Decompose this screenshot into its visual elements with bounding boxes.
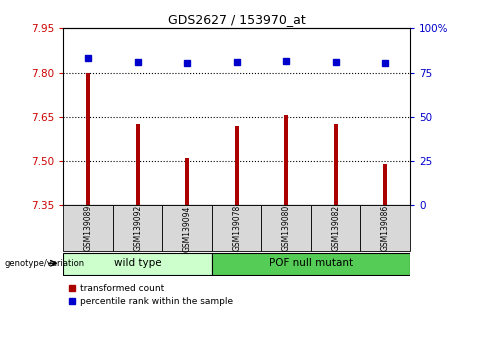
Bar <box>185 158 189 205</box>
Text: POF null mutant: POF null mutant <box>269 258 353 268</box>
Bar <box>235 126 239 205</box>
FancyBboxPatch shape <box>212 205 262 251</box>
FancyBboxPatch shape <box>63 205 113 251</box>
Bar <box>334 124 338 205</box>
Legend: transformed count, percentile rank within the sample: transformed count, percentile rank withi… <box>68 284 233 306</box>
FancyBboxPatch shape <box>262 205 311 251</box>
Title: GDS2627 / 153970_at: GDS2627 / 153970_at <box>168 13 305 26</box>
Bar <box>136 124 140 205</box>
Text: GSM139086: GSM139086 <box>381 205 390 251</box>
Bar <box>383 164 387 205</box>
Text: GSM139082: GSM139082 <box>331 205 340 251</box>
Bar <box>284 115 288 205</box>
FancyBboxPatch shape <box>212 253 410 275</box>
FancyBboxPatch shape <box>63 253 212 275</box>
Text: GSM139089: GSM139089 <box>83 205 93 251</box>
Bar <box>86 73 90 205</box>
FancyBboxPatch shape <box>311 205 361 251</box>
Text: GSM139078: GSM139078 <box>232 205 241 251</box>
Text: wild type: wild type <box>114 258 162 268</box>
Text: GSM139094: GSM139094 <box>183 205 192 252</box>
FancyBboxPatch shape <box>361 205 410 251</box>
Text: genotype/variation: genotype/variation <box>5 259 85 268</box>
FancyBboxPatch shape <box>113 205 163 251</box>
Text: GSM139092: GSM139092 <box>133 205 142 251</box>
Text: GSM139080: GSM139080 <box>282 205 291 251</box>
FancyBboxPatch shape <box>163 205 212 251</box>
